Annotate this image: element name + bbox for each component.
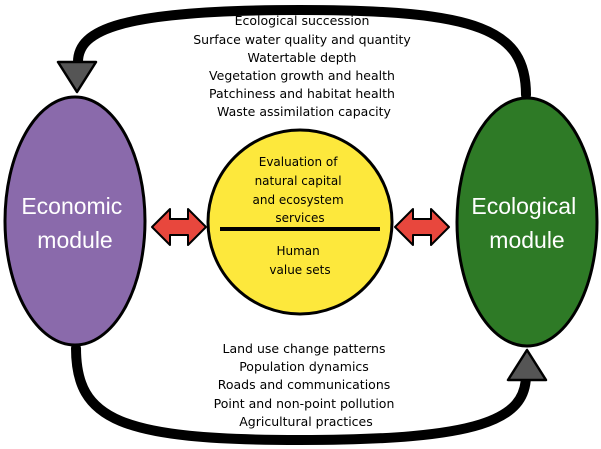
top-factor-item: Surface water quality and quantity — [193, 32, 411, 47]
bottom-factor-item: Roads and communications — [218, 377, 391, 392]
human-value-sets-text: Human value sets — [269, 244, 330, 277]
economic-module-label-line: Economic — [21, 193, 122, 219]
ecological-module-label-line: Ecological — [471, 193, 576, 219]
bottom-factor-item: Land use change patterns — [223, 341, 386, 356]
ecological-module-shape — [455, 96, 599, 348]
economic-module-label-line: module — [37, 227, 112, 253]
human-value-sets-line: value sets — [269, 263, 330, 277]
left-double-arrow — [151, 208, 207, 246]
evaluation-text-line: services — [275, 211, 324, 225]
top-factor-item: Watertable depth — [248, 50, 357, 65]
top-factor-list: Ecological succession Surface water qual… — [193, 13, 415, 119]
bottom-factor-item: Population dynamics — [239, 359, 369, 374]
evaluation-text-line: natural capital — [255, 174, 342, 188]
bottom-factor-list: Land use change patterns Population dyna… — [214, 341, 399, 429]
ecological-module: Ecological module — [455, 96, 599, 348]
bottom-right-arrowhead — [506, 348, 548, 382]
bottom-factor-item: Agricultural practices — [239, 414, 373, 429]
evaluation-text-line: Evaluation of — [259, 155, 338, 169]
economic-module-shape — [3, 95, 147, 347]
top-loop-curve — [73, 4, 531, 100]
evaluation-text: Evaluation of natural capital and ecosys… — [253, 155, 348, 225]
top-factor-item: Vegetation growth and health — [209, 68, 395, 83]
top-factor-item: Ecological succession — [235, 13, 370, 28]
top-factor-item: Waste assimilation capacity — [217, 104, 392, 119]
economic-module-label: Economic module — [21, 193, 128, 253]
bottom-loop-curve — [71, 343, 531, 446]
economic-module: Economic module — [3, 95, 147, 347]
evaluation-circle-shape — [206, 128, 394, 316]
top-factor-item: Patchiness and habitat health — [209, 86, 395, 101]
bottom-factor-item: Point and non-point pollution — [214, 396, 395, 411]
right-double-arrow — [394, 208, 450, 246]
evaluation-text-line: and ecosystem — [253, 193, 344, 207]
ecological-module-label: Ecological module — [471, 193, 582, 253]
ecological-module-label-line: module — [489, 227, 564, 253]
top-left-arrowhead — [56, 60, 98, 94]
evaluation-circle: Evaluation of natural capital and ecosys… — [206, 128, 394, 316]
human-value-sets-line: Human — [276, 244, 319, 258]
